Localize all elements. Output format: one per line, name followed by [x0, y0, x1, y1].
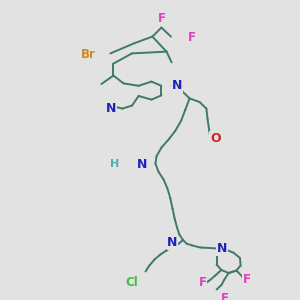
- Text: F: F: [188, 31, 196, 44]
- Text: O: O: [210, 132, 220, 145]
- Text: N: N: [167, 236, 178, 249]
- Text: F: F: [198, 276, 206, 289]
- Text: N: N: [217, 242, 227, 255]
- Text: N: N: [136, 158, 147, 171]
- Text: F: F: [220, 292, 228, 300]
- Text: F: F: [158, 12, 165, 25]
- Text: N: N: [106, 102, 116, 115]
- Text: Br: Br: [80, 48, 95, 61]
- Text: H: H: [110, 159, 119, 170]
- Text: F: F: [243, 273, 251, 286]
- Text: Cl: Cl: [125, 276, 138, 289]
- Text: N: N: [172, 79, 182, 92]
